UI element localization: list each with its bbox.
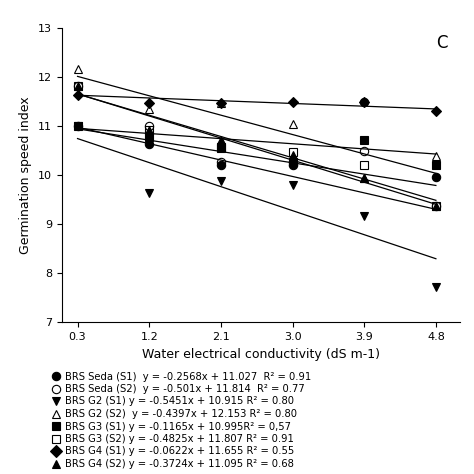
Y-axis label: Germination speed index: Germination speed index <box>19 97 32 254</box>
X-axis label: Water electrical conductivity (dS m-1): Water electrical conductivity (dS m-1) <box>142 347 380 361</box>
Text: C: C <box>437 34 448 52</box>
Legend: BRS Seda (S1)  y = -0.2568x + 11.027  R² = 0.91, BRS Seda (S2)  y = -0.501x + 11: BRS Seda (S1) y = -0.2568x + 11.027 R² =… <box>53 372 311 469</box>
